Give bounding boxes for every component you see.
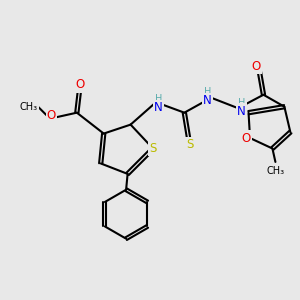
Text: H: H	[155, 94, 162, 104]
Text: H: H	[238, 98, 245, 108]
Text: H: H	[204, 87, 211, 98]
Text: O: O	[47, 109, 56, 122]
Text: O: O	[242, 132, 251, 145]
Text: CH₃: CH₃	[20, 102, 38, 112]
Text: CH₃: CH₃	[266, 166, 284, 176]
Text: N: N	[203, 94, 212, 107]
Text: O: O	[75, 78, 85, 92]
Text: S: S	[187, 138, 194, 152]
Text: N: N	[237, 105, 246, 118]
Text: O: O	[251, 60, 261, 73]
Text: S: S	[149, 142, 157, 155]
Text: N: N	[154, 101, 163, 114]
